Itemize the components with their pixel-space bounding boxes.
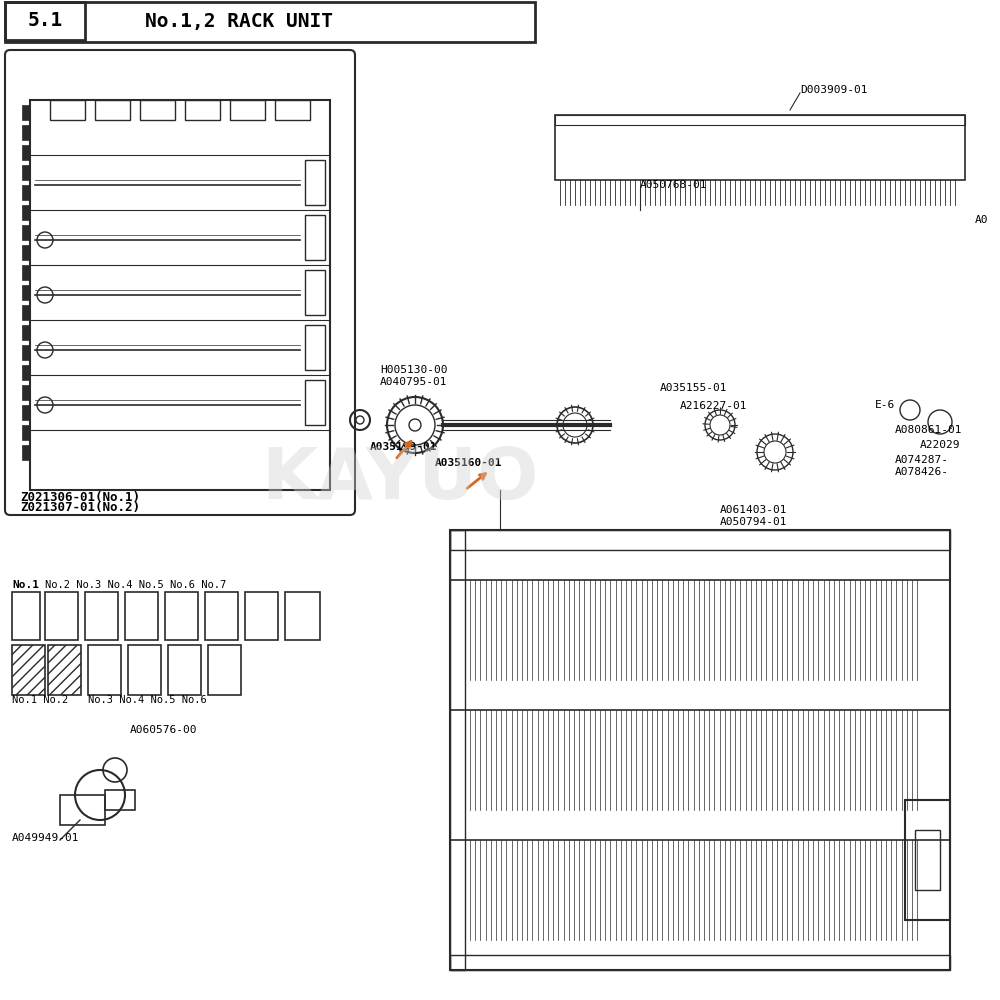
Bar bbox=[22, 345, 30, 360]
Bar bbox=[140, 100, 175, 120]
Text: No.1 No.2: No.1 No.2 bbox=[12, 695, 68, 705]
Text: A050768-01: A050768-01 bbox=[640, 180, 708, 190]
Text: A050794-01: A050794-01 bbox=[720, 517, 788, 527]
Text: H005130-00: H005130-00 bbox=[380, 365, 448, 375]
Bar bbox=[305, 380, 325, 425]
Text: A216227-01: A216227-01 bbox=[680, 401, 748, 411]
Bar bbox=[22, 325, 30, 340]
Bar bbox=[22, 405, 30, 420]
Bar bbox=[450, 530, 465, 970]
Bar bbox=[125, 592, 158, 640]
Bar bbox=[22, 385, 30, 400]
Text: A060576-00: A060576-00 bbox=[130, 725, 198, 735]
Bar bbox=[22, 145, 30, 160]
Bar bbox=[5, 2, 535, 42]
Bar bbox=[12, 645, 45, 695]
Text: Z021307-01(No.2): Z021307-01(No.2) bbox=[20, 500, 140, 514]
Bar bbox=[285, 592, 320, 640]
Bar bbox=[88, 645, 121, 695]
Bar bbox=[45, 592, 78, 640]
Bar bbox=[22, 425, 30, 440]
Text: No.1: No.1 bbox=[12, 580, 39, 590]
Bar bbox=[205, 592, 238, 640]
Bar bbox=[85, 592, 118, 640]
Bar bbox=[230, 100, 265, 120]
Bar bbox=[305, 160, 325, 205]
Bar bbox=[450, 530, 950, 970]
Bar bbox=[22, 285, 30, 300]
Text: A035160-01: A035160-01 bbox=[435, 458, 503, 468]
Text: No.2 No.3 No.4 No.5 No.6 No.7: No.2 No.3 No.4 No.5 No.6 No.7 bbox=[45, 580, 226, 590]
Bar bbox=[305, 325, 325, 370]
Bar bbox=[22, 365, 30, 380]
Bar bbox=[208, 645, 241, 695]
Bar bbox=[12, 592, 40, 640]
Bar bbox=[5, 2, 85, 40]
Bar bbox=[48, 645, 81, 695]
Bar bbox=[905, 800, 950, 920]
Text: A049949-01: A049949-01 bbox=[12, 833, 80, 843]
Bar bbox=[105, 790, 135, 810]
Bar bbox=[245, 592, 278, 640]
Bar bbox=[305, 270, 325, 315]
Text: E-6: E-6 bbox=[875, 400, 895, 410]
Text: A078426-: A078426- bbox=[895, 467, 949, 477]
Text: A040795-01: A040795-01 bbox=[380, 377, 448, 387]
Bar bbox=[450, 530, 950, 550]
Bar bbox=[95, 100, 130, 120]
Bar bbox=[128, 645, 161, 695]
Bar bbox=[185, 100, 220, 120]
Bar bbox=[555, 115, 965, 125]
Text: D003909-01: D003909-01 bbox=[800, 85, 868, 95]
Bar bbox=[30, 100, 330, 490]
Text: No.3 No.4 No.5 No.6: No.3 No.4 No.5 No.6 bbox=[88, 695, 207, 705]
Bar bbox=[22, 225, 30, 240]
Text: No.1,2 RACK UNIT: No.1,2 RACK UNIT bbox=[145, 11, 333, 30]
Bar bbox=[22, 165, 30, 180]
Bar bbox=[450, 955, 950, 970]
Text: Z021306-01(No.1): Z021306-01(No.1) bbox=[20, 490, 140, 504]
Bar bbox=[168, 645, 201, 695]
Bar bbox=[22, 305, 30, 320]
Text: KAYUO: KAYUO bbox=[261, 446, 539, 514]
Text: A0: A0 bbox=[975, 215, 988, 225]
Bar bbox=[22, 185, 30, 200]
Bar bbox=[22, 445, 30, 460]
Bar bbox=[22, 245, 30, 260]
Text: A035155-01: A035155-01 bbox=[660, 383, 728, 393]
Bar bbox=[50, 100, 85, 120]
Bar bbox=[915, 830, 940, 890]
Bar bbox=[22, 205, 30, 220]
Text: A22029: A22029 bbox=[920, 440, 960, 450]
Bar bbox=[275, 100, 310, 120]
Text: A074287-: A074287- bbox=[895, 455, 949, 465]
Text: 5.1: 5.1 bbox=[27, 11, 63, 30]
Bar bbox=[60, 795, 105, 825]
Bar bbox=[22, 105, 30, 120]
Bar bbox=[22, 125, 30, 140]
Bar bbox=[305, 215, 325, 260]
Text: A080861-01: A080861-01 bbox=[895, 425, 962, 435]
Text: A061403-01: A061403-01 bbox=[720, 505, 788, 515]
Bar bbox=[165, 592, 198, 640]
Bar bbox=[555, 115, 965, 180]
Text: A035199-01: A035199-01 bbox=[370, 442, 438, 452]
Bar bbox=[22, 265, 30, 280]
